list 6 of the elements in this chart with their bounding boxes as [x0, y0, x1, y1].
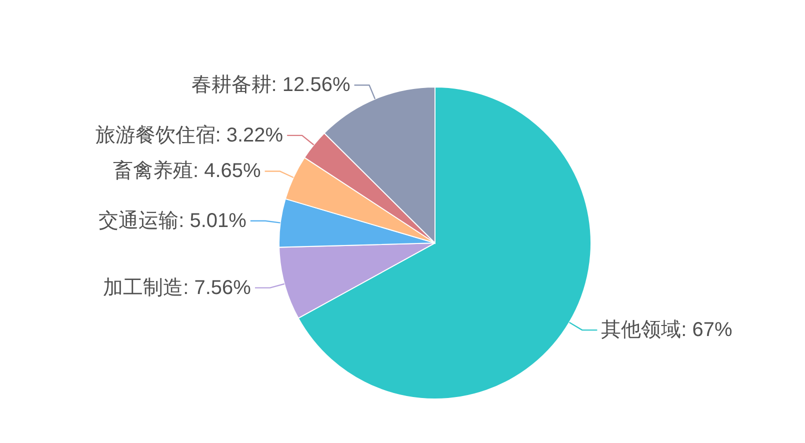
slice-label: 旅游餐饮住宿: 3.22%	[95, 123, 284, 146]
slice-label: 其他领域: 67%	[601, 319, 733, 342]
slice-label: 交通运输: 5.01%	[98, 210, 247, 232]
slice-label: 畜禽养殖: 4.65%	[112, 159, 262, 182]
slice-label: 加工制造: 7.56%	[103, 276, 252, 299]
slice-label: 春耕备耕: 12.56%	[191, 74, 350, 96]
